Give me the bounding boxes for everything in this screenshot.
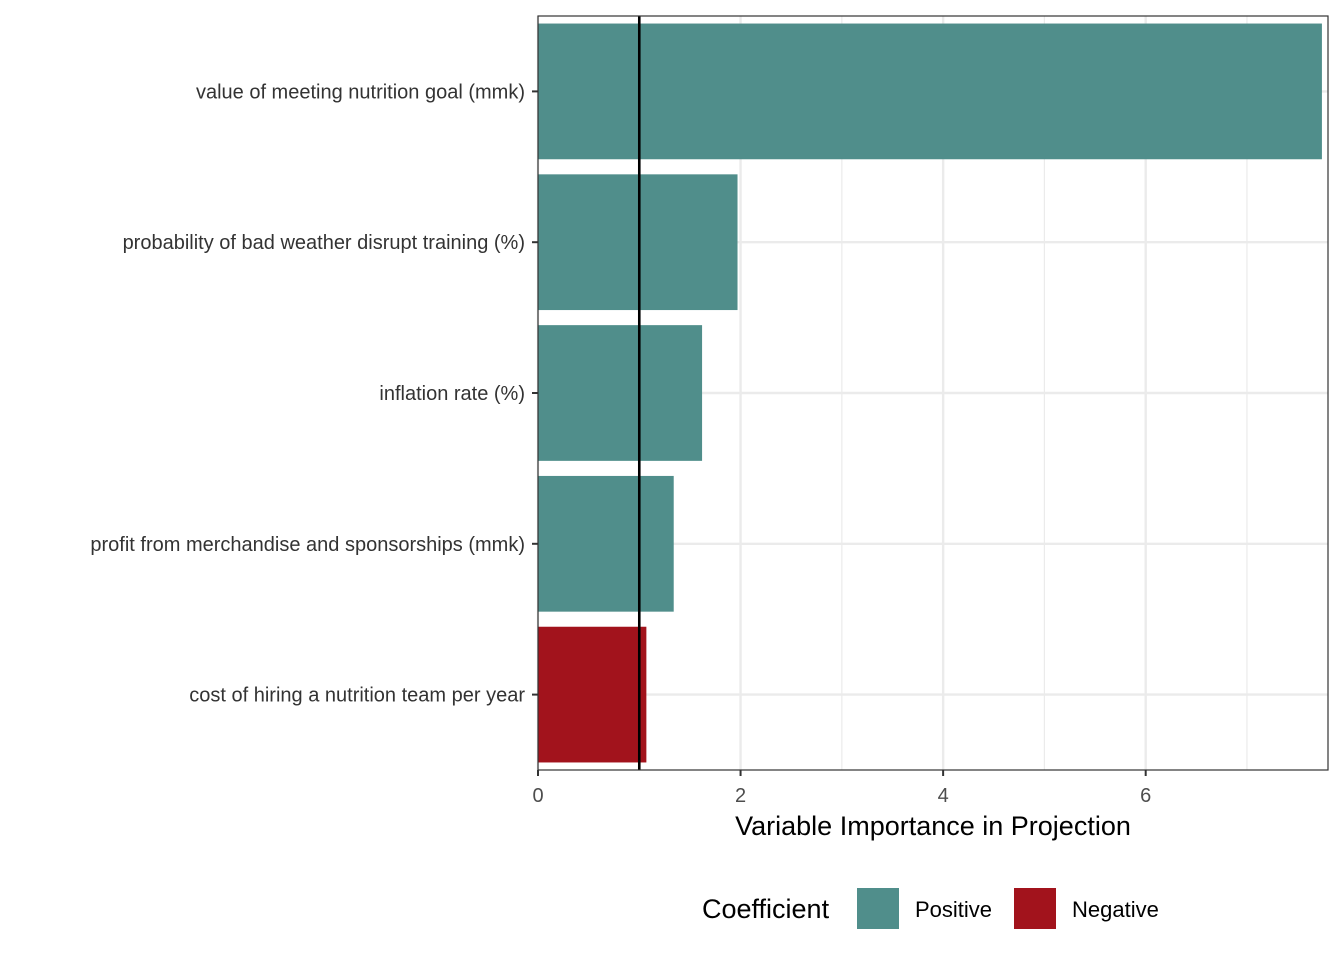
legend-label-negative: Negative <box>1072 897 1159 922</box>
y-axis: value of meeting nutrition goal (mmk) pro… <box>90 81 538 707</box>
bar-5 <box>538 626 647 763</box>
y-tick-label: inflation rate (%) <box>379 383 525 405</box>
legend-key-positive <box>857 888 899 929</box>
y-tick-label: cost of hiring a nutrition team per year <box>189 685 525 707</box>
x-tick-label: 6 <box>1140 785 1151 807</box>
x-axis-title: Variable Importance in Projection <box>735 811 1131 841</box>
bars <box>538 23 1322 763</box>
y-tick-label: value of meeting nutrition goal (mmk) <box>196 81 525 103</box>
x-tick-label: 0 <box>532 785 543 807</box>
y-tick-label: profit from merchandise and sponsorships… <box>90 534 525 556</box>
legend-label-positive: Positive <box>915 897 992 922</box>
legend: Coefficient Positive Negative <box>702 888 1159 929</box>
x-tick-label: 2 <box>735 785 746 807</box>
legend-key-negative <box>1014 888 1056 929</box>
bar-2 <box>538 174 738 311</box>
x-tick-label: 4 <box>938 785 949 807</box>
bar-4 <box>538 475 674 612</box>
bar-1 <box>538 23 1322 160</box>
legend-title: Coefficient <box>702 894 830 924</box>
bar-3 <box>538 325 703 461</box>
x-axis: 0 2 4 6 <box>532 770 1151 807</box>
y-tick-label: probability of bad weather disrupt train… <box>123 232 525 254</box>
